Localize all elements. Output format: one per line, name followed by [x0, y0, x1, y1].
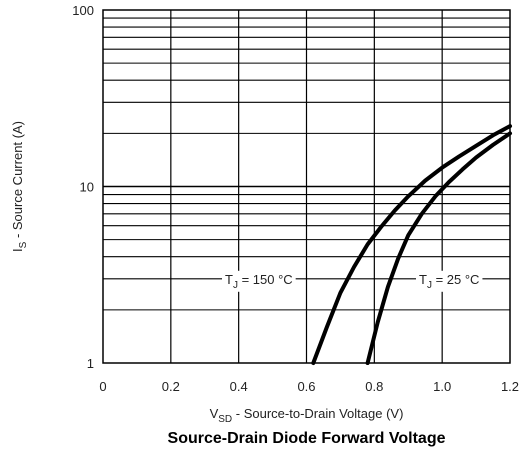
series-line-1 [365, 131, 512, 365]
series-label-bg-tj-25 [416, 270, 483, 292]
x-axis-title: VSD - Source-to-Drain Voltage (V) [210, 406, 404, 425]
x-tick-label: 0.2 [162, 379, 180, 394]
y-tick-label: 100 [72, 3, 94, 18]
y-tick-label: 10 [80, 180, 94, 195]
series-label-bg-tj-150 [222, 270, 296, 292]
x-tick-label: 0.6 [297, 379, 315, 394]
chart-title: Source-Drain Diode Forward Voltage [168, 430, 446, 447]
y-tick-label: 1 [87, 356, 94, 371]
y-axis-title: IS - Source Current (A) [10, 121, 29, 252]
x-tick-label: 1.0 [433, 379, 451, 394]
x-tick-label: 0.8 [365, 379, 383, 394]
x-axis-ticks: 0 0.2 0.4 0.6 0.8 1.0 1.2 [99, 379, 519, 394]
y-axis-ticks: 1 10 100 [72, 3, 94, 371]
series-line-0 [311, 124, 512, 365]
x-tick-label: 0 [99, 379, 106, 394]
x-tick-label: 0.4 [230, 379, 248, 394]
series-lines [311, 124, 512, 365]
series-label-tj-150: TJ = 150 °C [225, 272, 293, 291]
x-tick-label: 1.2 [501, 379, 519, 394]
plot-frame [102, 9, 511, 364]
grid-lines [103, 10, 510, 363]
series-labels: TJ = 150 °C TJ = 25 °C [222, 270, 483, 292]
series-label-tj-25: TJ = 25 °C [419, 272, 479, 291]
